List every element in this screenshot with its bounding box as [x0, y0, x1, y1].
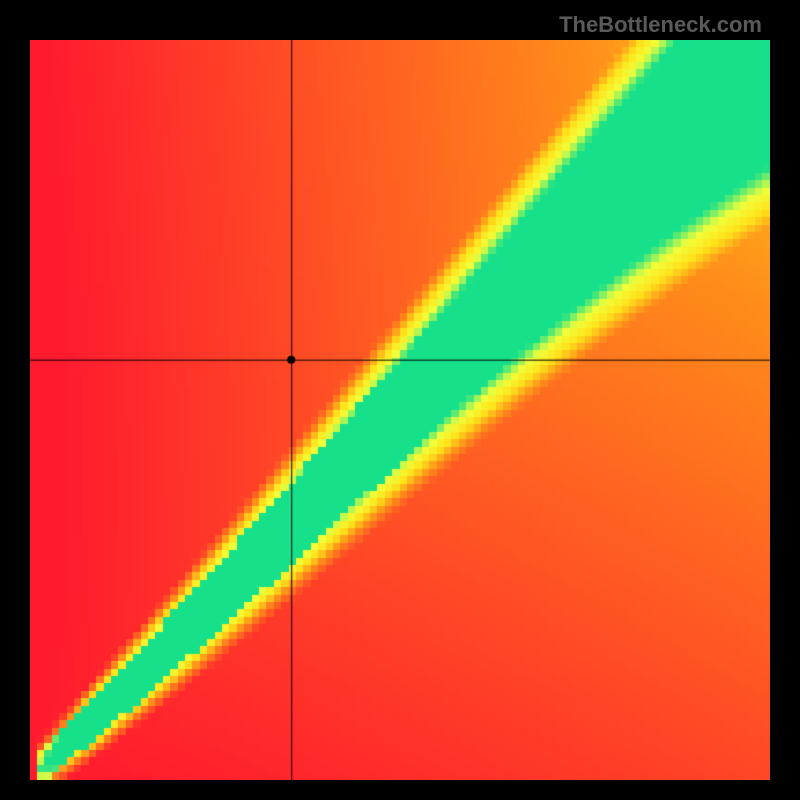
watermark-text: TheBottleneck.com — [559, 12, 762, 38]
heatmap-chart — [30, 40, 770, 780]
heatmap-canvas — [30, 40, 770, 780]
